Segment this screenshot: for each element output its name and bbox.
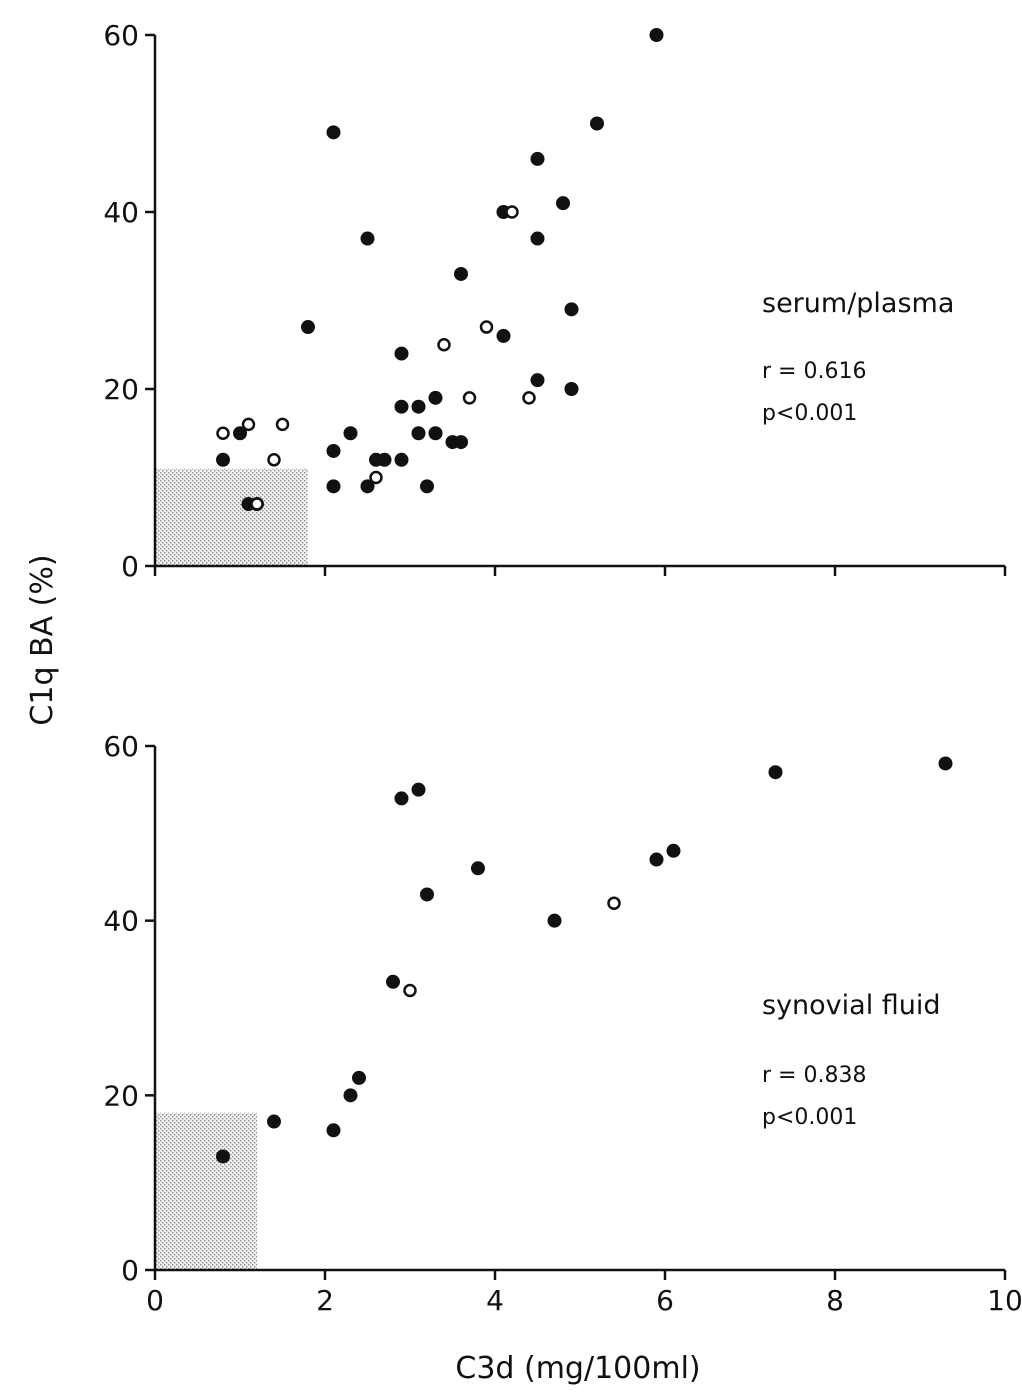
filled-data-point	[411, 399, 426, 414]
filled-data-point	[471, 861, 485, 876]
open-data-point	[607, 896, 621, 910]
filled-data-point	[420, 887, 434, 902]
filled-data-point	[301, 320, 315, 335]
filled-data-point	[666, 843, 681, 858]
filled-data-point	[267, 1114, 281, 1129]
y-tick-label: 20	[103, 1079, 139, 1112]
y-tick-label: 40	[103, 905, 139, 938]
open-data-point	[403, 983, 417, 998]
correlation-r-label: r = 0.838	[762, 1063, 866, 1088]
filled-data-point	[394, 452, 409, 467]
filled-data-point	[326, 1123, 341, 1138]
filled-data-point	[343, 1088, 358, 1103]
filled-data-point	[216, 1149, 230, 1164]
x-tick-label: 10	[987, 1284, 1022, 1317]
data-points	[216, 28, 664, 512]
filled-data-point	[343, 426, 358, 441]
y-tick-label: 0	[121, 550, 139, 583]
filled-data-point	[938, 756, 953, 771]
y-tick-label: 40	[103, 196, 139, 229]
x-tick-label: 4	[486, 1284, 504, 1317]
correlation-r-label: r = 0.616	[762, 359, 866, 384]
filled-data-point	[411, 782, 426, 797]
x-tick-label: 6	[656, 1284, 674, 1317]
filled-data-point	[556, 196, 570, 211]
y-tick-label: 20	[103, 373, 139, 406]
filled-data-point	[454, 435, 468, 450]
filled-data-point	[360, 231, 375, 246]
filled-data-point	[530, 231, 545, 246]
x-tick-label: 2	[316, 1284, 334, 1317]
filled-data-point	[649, 28, 664, 42]
reference-range-rect	[155, 1112, 257, 1270]
filled-data-point	[216, 452, 230, 467]
p-value-label: p<0.001	[762, 1105, 857, 1130]
filled-data-point	[564, 302, 579, 317]
filled-data-point	[326, 125, 341, 140]
x-tick-label: 8	[826, 1284, 844, 1317]
filled-data-point	[564, 382, 579, 396]
open-data-point	[479, 320, 494, 334]
filled-data-point	[530, 151, 545, 166]
filled-data-point	[411, 426, 426, 441]
filled-data-point	[377, 452, 392, 467]
filled-data-point	[386, 974, 400, 989]
panel-label: synovial fluid	[762, 990, 941, 1021]
reference-region	[155, 1112, 257, 1270]
open-data-point	[241, 417, 256, 432]
data-points	[216, 756, 953, 1164]
open-data-point	[437, 338, 451, 352]
panel-label: serum/plasma	[762, 288, 954, 319]
filled-data-point	[454, 266, 468, 281]
p-value-label: p<0.001	[762, 401, 857, 426]
filled-data-point	[394, 399, 409, 414]
open-data-point	[267, 453, 281, 467]
open-data-point	[216, 426, 230, 440]
axes: 0 20 40 60 0 2 4 6 8 10	[103, 730, 1022, 1317]
reference-range-rect	[155, 468, 308, 566]
reference-region	[155, 468, 308, 566]
y-tick-label: 60	[103, 730, 139, 763]
chart-panel-serum-plasma: 0 20 40 60 serum/plasma r = 0.616 p<0.001	[103, 19, 1007, 583]
filled-data-point	[530, 373, 545, 388]
open-data-point	[462, 391, 477, 405]
filled-data-point	[352, 1070, 366, 1085]
open-data-point	[369, 470, 383, 485]
y-tick-label: 0	[121, 1254, 139, 1287]
filled-data-point	[394, 791, 409, 806]
filled-data-point	[326, 479, 341, 494]
filled-data-point	[428, 426, 443, 441]
open-data-point	[522, 391, 536, 405]
y-tick-label: 60	[103, 19, 139, 52]
x-axis-title: C3d (mg/100ml)	[455, 1351, 700, 1386]
filled-data-point	[649, 852, 664, 867]
open-data-point	[250, 497, 264, 511]
filled-data-point	[768, 765, 783, 780]
filled-data-point	[326, 443, 341, 458]
axes: 0 20 40 60	[103, 19, 1007, 583]
filled-data-point	[420, 479, 434, 494]
y-axis-title: C1q BA (%)	[25, 554, 60, 725]
open-data-point	[505, 205, 519, 219]
filled-data-point	[496, 328, 511, 343]
filled-data-point	[360, 479, 375, 494]
filled-data-point	[428, 390, 443, 405]
filled-data-point	[590, 116, 604, 131]
filled-data-point	[547, 913, 562, 928]
x-tick-label: 0	[146, 1284, 164, 1317]
filled-data-point	[233, 426, 247, 441]
open-data-point	[275, 417, 290, 432]
filled-data-point	[394, 346, 409, 361]
